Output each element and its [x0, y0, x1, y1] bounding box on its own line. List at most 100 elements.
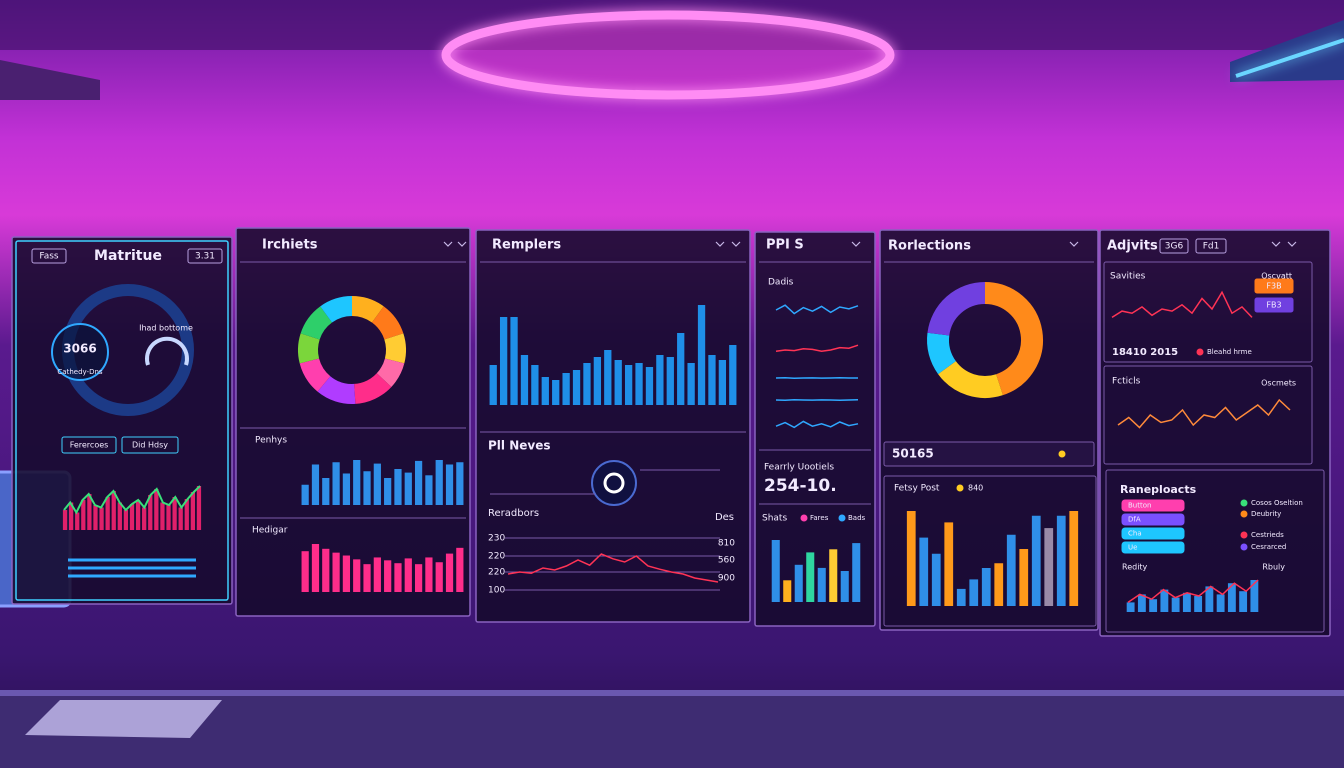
- line: [507, 553, 719, 583]
- tick-label: 810: [718, 539, 735, 549]
- label: Bleahd hrme: [1207, 348, 1252, 356]
- button: [121, 436, 179, 454]
- donut-segment: [984, 282, 1043, 396]
- bar: [572, 370, 581, 405]
- bar: [456, 462, 464, 505]
- indicator-core: [603, 472, 625, 494]
- bar: [931, 553, 941, 606]
- bar: [817, 567, 826, 602]
- legend-dot: [1240, 510, 1248, 518]
- bar: [184, 499, 189, 530]
- legend-dot: [1196, 348, 1204, 356]
- legend-dot: [838, 514, 846, 522]
- label: Reradbors: [488, 508, 539, 519]
- bar: [1019, 549, 1029, 606]
- chevron: [1287, 241, 1297, 247]
- bar: [656, 355, 664, 405]
- bar: [117, 502, 122, 530]
- bar: [322, 548, 330, 592]
- bar: [729, 345, 737, 405]
- button: [1121, 527, 1185, 540]
- label: 254-10.: [764, 476, 837, 496]
- button: [1254, 297, 1294, 313]
- frame: [15, 240, 229, 601]
- bar: [342, 555, 351, 592]
- neon-ring: [441, 10, 895, 100]
- chevron: [443, 241, 453, 247]
- panel-title: Adjvits: [1107, 239, 1158, 254]
- lamp-left: [0, 60, 100, 100]
- legend-dot: [800, 514, 808, 522]
- bar: [1205, 586, 1214, 612]
- button: [1254, 278, 1294, 294]
- gauge-arc: [145, 336, 189, 366]
- bar: [435, 562, 443, 592]
- line: [1117, 398, 1291, 429]
- donut-segment: [351, 296, 384, 323]
- bar: [93, 505, 98, 530]
- bar: [1216, 594, 1225, 612]
- bar: [172, 497, 177, 530]
- bar: [87, 494, 92, 530]
- bar: [794, 564, 803, 602]
- label: Fearrly Uootiels: [764, 463, 834, 473]
- bar: [499, 317, 508, 405]
- chevron: [851, 241, 861, 247]
- bar: [425, 557, 433, 592]
- bar: [404, 472, 412, 505]
- bar: [981, 568, 991, 606]
- bar: [353, 559, 361, 592]
- bar: [1160, 589, 1169, 612]
- bar: [593, 357, 602, 405]
- bar: [919, 537, 929, 606]
- legend-dot: [1058, 450, 1066, 458]
- label: Oscvatt: [1261, 272, 1292, 281]
- bar: [666, 357, 674, 405]
- line: [775, 420, 859, 429]
- frame: [1103, 261, 1313, 363]
- label: Pll Neves: [488, 439, 550, 453]
- gauge-value: 3066: [63, 342, 96, 356]
- bar: [1182, 592, 1191, 612]
- bar: [718, 360, 727, 405]
- button: [1121, 513, 1185, 526]
- tick-label: 100: [488, 586, 505, 596]
- bar: [105, 497, 110, 530]
- donut-segment: [384, 333, 406, 364]
- bar: [520, 355, 529, 405]
- label: Bads: [848, 514, 866, 522]
- bar: [624, 365, 633, 405]
- bar: [645, 367, 654, 405]
- bar: [414, 460, 423, 505]
- tick-label: 560: [718, 556, 735, 566]
- bar: [697, 305, 706, 405]
- button: [1121, 541, 1185, 554]
- bar: [614, 360, 622, 405]
- donut-segment: [317, 375, 356, 404]
- legend-dot: [1240, 499, 1248, 507]
- line: [775, 304, 859, 315]
- tag: [187, 248, 223, 264]
- bar: [583, 363, 591, 405]
- bar: [1239, 591, 1248, 612]
- bar: [956, 588, 966, 606]
- notepad: [25, 700, 222, 738]
- bar: [944, 522, 954, 606]
- button-label: Ferercoes: [70, 441, 109, 450]
- button-label: Did Hdsy: [132, 441, 168, 450]
- bar: [414, 564, 423, 592]
- bar: [384, 560, 392, 592]
- button: [1121, 499, 1185, 512]
- bar: [111, 491, 116, 530]
- lamp-light: [1235, 38, 1344, 78]
- bar: [771, 540, 780, 602]
- bar: [342, 473, 351, 505]
- panel-title: Remplers: [492, 238, 561, 253]
- bar: [1126, 602, 1135, 612]
- legend-dot: [956, 484, 964, 492]
- desk-edge: [0, 690, 1344, 696]
- label: 18410 2015: [1112, 347, 1178, 358]
- bar: [322, 478, 330, 505]
- button-label: DfA: [1128, 516, 1141, 524]
- tick-label: 900: [718, 574, 735, 584]
